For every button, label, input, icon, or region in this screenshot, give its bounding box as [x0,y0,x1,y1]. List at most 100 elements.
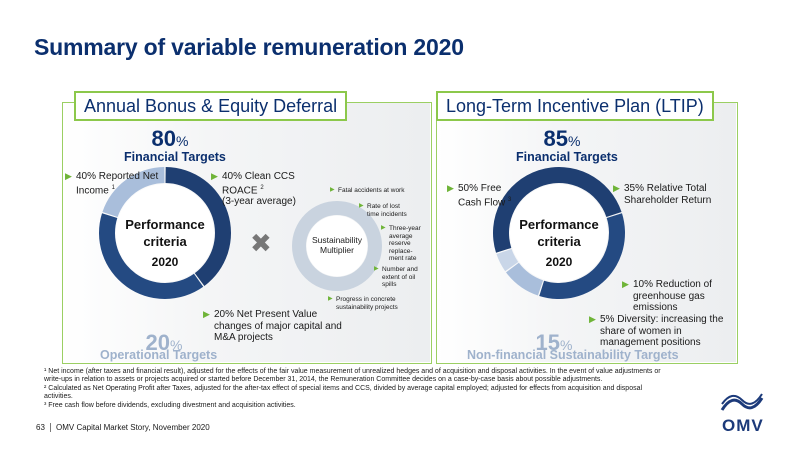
note-line: M&A projects [214,332,273,343]
ltip-financial-pct-value: 85 [543,126,569,151]
ltip-nonfin-pct-value: 15 [535,330,561,355]
percent-sign: % [568,133,581,149]
percent-sign: % [176,133,189,149]
arrow-right-icon: ▶ [328,296,333,302]
arrow-right-icon: ▶ [622,279,629,289]
donut-segment [506,262,544,296]
multiplier-item-line: extent of oil [382,273,416,281]
multiplier-item-fatal-accidents: ▶ Fatal accidents at work [330,187,418,195]
criteria-line2: criteria [537,234,581,249]
arrow-right-icon: ▶ [359,203,364,209]
bonus-operational-label: Operational Targets [100,348,218,362]
multiplier-item-lost-time: ▶ Rate of lost time incidents [359,203,427,218]
bonus-criteria-label: Performance criteria 2020 [110,216,220,271]
footnote-3: ³ Free cash flow before dividends, exclu… [44,401,296,409]
note-line: emissions [633,302,678,313]
arrow-right-icon: ▶ [65,171,72,181]
note-line: Income [76,184,109,196]
multiplier-item-line: sustainability projects [336,303,398,311]
note-line: Cash Flow [458,196,506,208]
arrow-right-icon: ▶ [447,183,454,193]
arrow-right-icon: ▶ [330,187,335,193]
ltip-item-free-cash-flow: ▶ 50% Free Cash Flow 3 [447,183,538,208]
ltip-item-diversity: ▶ 5% Diversity: increasing the share of … [589,314,734,349]
omv-logo-text: OMV [722,416,764,435]
footnote-1-line2: write-ups in relation to assets or proje… [44,376,603,384]
donut-hole [510,184,608,282]
bonus-item-reported-net-income: ▶ 40% Reported Net Income 1 [65,171,196,196]
note-line: share of women in [600,325,682,337]
multiplier-item-line: reserve [389,240,411,247]
donut-segment [539,213,625,299]
multiply-icon: ✖ [250,228,272,258]
criteria-line1: Performance [125,217,205,232]
donut-segment [165,167,232,286]
note-line: 35% Relative Total [624,183,707,194]
ltip-nonfinancial-percentage: 15% [504,330,604,356]
footnote-ref: 3 [508,196,512,203]
ltip-tab-title: Long-Term Incentive Plan (LTIP) [436,91,714,121]
sustainability-multiplier-label: Sustainability Multiplier [300,235,374,255]
footer-text: OMV Capital Market Story, November 2020 [56,423,210,432]
footnote-2-line1: ² Calculated as Net Operating Profit aft… [44,384,643,392]
multiplier-item-sustainability-projects: ▶ Progress in concrete sustainability pr… [328,296,428,311]
arrow-right-icon: ▶ [589,314,596,324]
multiplier-line2: Multiplier [319,245,354,255]
multiplier-item-oil-spills: ▶ Number and extent of oil spills [374,266,428,289]
multiplier-item-line: replace- [389,247,413,255]
multiplier-item-line: time incidents [367,210,407,218]
criteria-line2: criteria [143,234,187,249]
note-line: 20% Net Present Value [214,309,318,320]
bonus-item-clean-ccs-roace: ▶ 40% Clean CCS ROACE 2 (3-year average) [211,171,332,208]
multiplier-item-line: Fatal accidents at work [338,187,405,194]
page-number: 63 [36,423,45,432]
footnote-ref: 2 [260,184,264,191]
donut-hole [116,184,214,282]
percent-sign: % [170,337,183,353]
multiplier-item-line: Progress in concrete [336,296,396,303]
arrow-right-icon: ▶ [203,309,210,319]
note-line: ROACE [222,184,258,196]
ltip-financial-label: Financial Targets [516,150,618,164]
bonus-operational-percentage: 20% [114,330,214,356]
ltip-donut-chart [492,166,625,299]
arrow-right-icon: ▶ [374,266,379,272]
note-line: 50% Free [458,183,502,194]
bonus-financial-pct-value: 80 [151,126,177,151]
note-line: greenhouse gas [633,290,705,302]
criteria-line1: Performance [519,217,599,232]
ltip-nonfinancial-label: Non-financial Sustainability Targets [467,348,679,362]
arrow-right-icon: ▶ [211,171,218,181]
multiplier-item-line: spills [382,281,397,288]
ltip-financial-percentage: 85% [512,126,612,152]
omv-logo-mark [720,393,764,411]
bonus-item-npv-changes: ▶ 20% Net Present Value changes of major… [203,309,374,344]
multiplier-item-line: average [389,232,413,240]
criteria-year: 2020 [151,255,179,269]
footnotes: ¹ Net income (after taxes and financial … [44,368,661,410]
note-line: 5% Diversity: increasing the [600,314,724,325]
bonus-donut-chart [99,167,232,299]
sustainability-multiplier-ring [292,201,382,291]
note-line: management positions [600,337,701,348]
donut-segment [492,166,622,253]
arrow-right-icon: ▶ [613,183,620,193]
footer-separator [50,423,51,432]
percent-sign: % [560,337,573,353]
note-line: 40% Reported Net [76,171,159,182]
multiplier-item-line: Three-year [389,225,421,232]
multiplier-line1: Sustainability [311,235,363,245]
multiplier-item-line: Rate of lost [367,203,400,210]
page-title: Summary of variable remuneration 2020 [34,34,464,60]
donut-segment [99,213,204,299]
multiplier-item-line: ment rate [389,255,417,262]
note-line: 40% Clean CCS [222,171,295,182]
footnote-1-line1: ¹ Net income (after taxes and financial … [44,368,661,375]
ltip-item-ghg-reduction: ▶ 10% Reduction of greenhouse gas emissi… [622,279,733,314]
donut-segment [496,248,519,272]
ltip-item-relative-tsr: ▶ 35% Relative Total Shareholder Return [613,183,734,206]
note-line: 10% Reduction of [633,279,712,290]
donut-segment [102,167,165,218]
bonus-operational-pct-value: 20 [145,330,171,355]
note-line: (3-year average) [222,196,296,208]
